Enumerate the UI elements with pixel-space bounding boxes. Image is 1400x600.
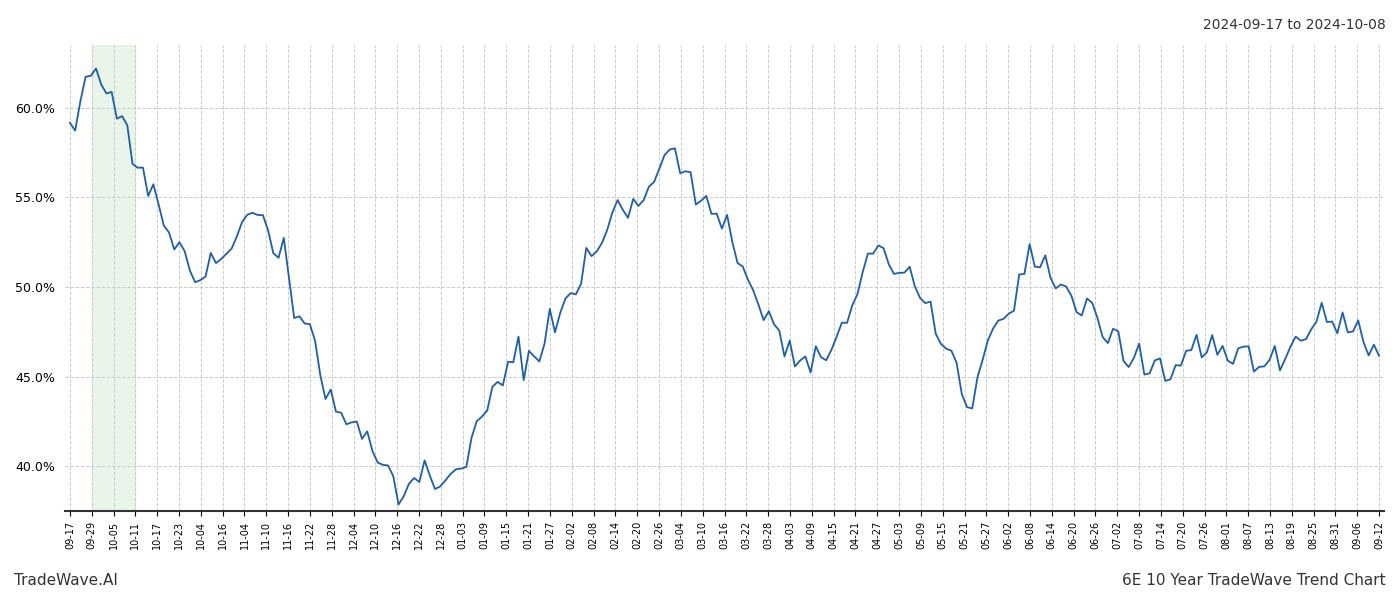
Text: TradeWave.AI: TradeWave.AI (14, 573, 118, 588)
Bar (92, 45, 136, 511)
Text: 6E 10 Year TradeWave Trend Chart: 6E 10 Year TradeWave Trend Chart (1123, 573, 1386, 588)
Text: 2024-09-17 to 2024-10-08: 2024-09-17 to 2024-10-08 (1203, 18, 1386, 32)
